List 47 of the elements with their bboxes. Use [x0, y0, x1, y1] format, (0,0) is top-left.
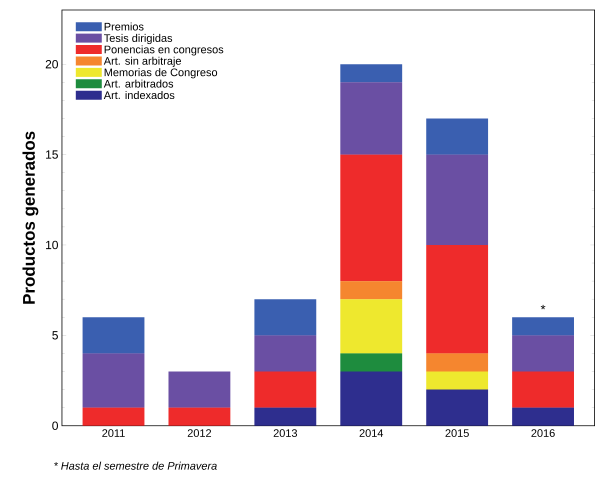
legend-label: Art. arbitrados — [104, 80, 174, 88]
bar — [254, 299, 316, 336]
y-tick-label: 20 — [46, 60, 58, 69]
y-tick-label: 5 — [52, 331, 58, 340]
bar — [512, 335, 574, 372]
bar — [426, 354, 488, 372]
bar — [340, 281, 402, 300]
x-tick-label: 2014 — [360, 429, 384, 438]
bar — [340, 154, 402, 282]
bar — [426, 245, 488, 354]
legend-label: Tesis dirigidas — [104, 34, 172, 44]
legend-label: Art. sin arbitraje — [104, 56, 181, 68]
bar — [340, 372, 402, 426]
legend-label: Art. indexados — [104, 91, 174, 100]
bar — [426, 372, 488, 390]
bar — [340, 82, 402, 155]
legend-label: Premios — [104, 22, 144, 31]
legend-label: Memorias de Congreso — [104, 68, 218, 79]
bar — [512, 372, 574, 408]
x-tick-label: 2016 — [531, 429, 555, 438]
y-tick-label: 0 — [52, 422, 58, 430]
annotation: * — [540, 305, 546, 310]
y-tick-label: 15 — [46, 150, 58, 159]
bar — [512, 317, 574, 336]
y-axis-title: Productos generados — [22, 132, 38, 304]
bar — [254, 372, 316, 408]
x-tick-label: 2012 — [188, 429, 212, 438]
bar — [340, 354, 402, 372]
x-tick-label: 2013 — [274, 429, 298, 438]
x-tick-label: 2015 — [446, 429, 469, 438]
bar — [168, 372, 230, 408]
legend-label: Ponencias en congresos — [104, 45, 224, 56]
bar — [254, 408, 316, 426]
bar — [426, 154, 488, 246]
bar — [340, 64, 402, 82]
bar — [254, 335, 316, 372]
text: * Hasta el semestre de Primavera — [54, 462, 217, 470]
x-tick-label: 2011 — [102, 429, 125, 438]
bar — [168, 408, 230, 426]
bar — [82, 354, 144, 408]
bar — [512, 408, 574, 426]
bar — [340, 299, 402, 354]
bar — [426, 390, 488, 426]
bar — [426, 118, 488, 155]
bar — [82, 317, 144, 354]
y-tick-label: 10 — [46, 240, 58, 250]
bar — [82, 408, 144, 426]
